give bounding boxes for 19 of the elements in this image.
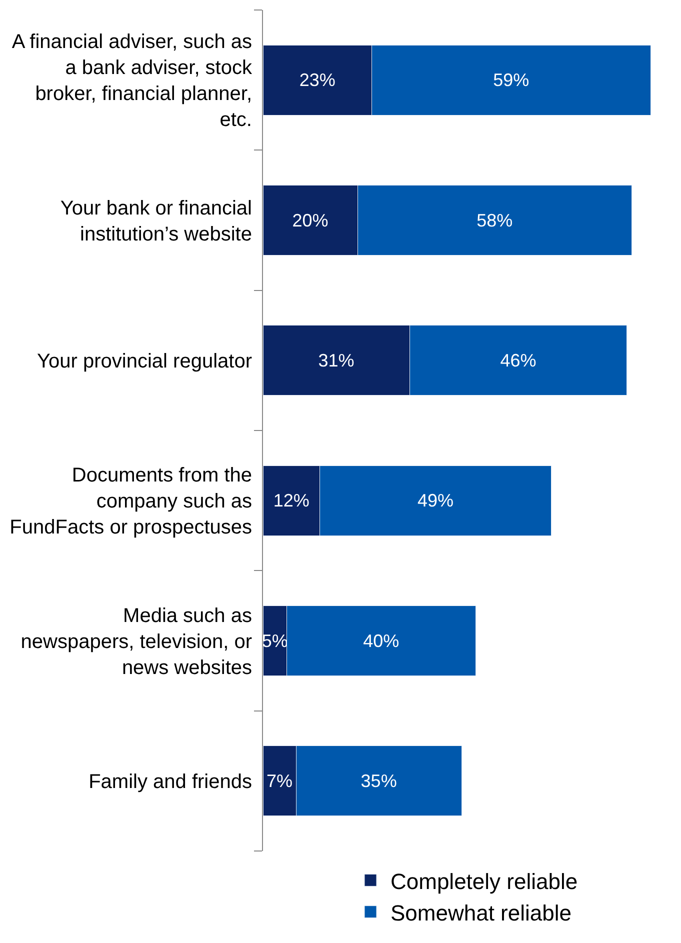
data-label: 7%	[266, 770, 293, 791]
data-label: 59%	[493, 70, 530, 90]
data-label: 20%	[292, 210, 328, 230]
y-tick-label: A financial adviser, such as a bank adviser, stock broker, financial planner, etc.	[12, 31, 253, 132]
data-label: 31%	[318, 350, 354, 370]
data-label: 35%	[360, 770, 397, 791]
data-label: 40%	[363, 630, 400, 651]
legend-label: Somewhat reliable	[390, 900, 572, 926]
data-label: 49%	[418, 490, 454, 511]
data-label: 12%	[273, 490, 310, 511]
y-tick-label: Your provincial regulator	[37, 350, 252, 372]
data-label: 23%	[299, 70, 336, 90]
y-tick-label: Family and friends	[88, 770, 252, 793]
y-tick-label: Your bank or financial institution’s website	[60, 197, 252, 246]
data-label: 58%	[476, 210, 513, 230]
y-tick-label: Documents from the company such as FundFacts or prospectuses	[10, 464, 252, 539]
data-label: 46%	[500, 350, 536, 370]
legend-label: Completely reliable	[390, 868, 578, 894]
y-tick-label: Media such as newspapers, television, or news websites	[20, 604, 252, 679]
